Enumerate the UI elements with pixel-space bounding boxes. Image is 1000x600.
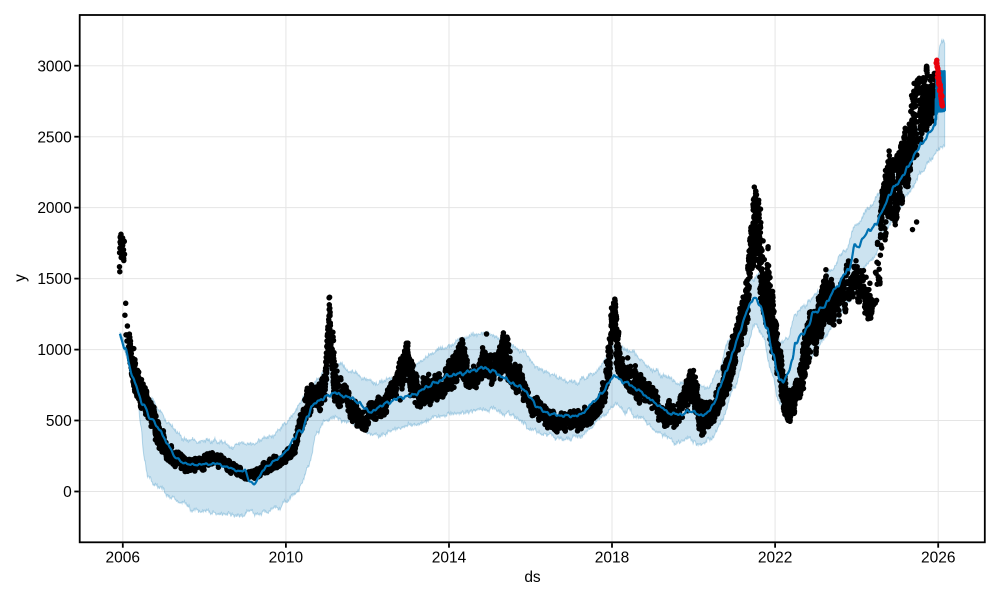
svg-text:2000: 2000: [37, 200, 72, 217]
svg-text:1500: 1500: [37, 271, 72, 288]
svg-text:2006: 2006: [106, 549, 140, 566]
svg-text:2500: 2500: [37, 129, 72, 146]
svg-text:ds: ds: [524, 569, 541, 586]
svg-text:y: y: [12, 274, 29, 282]
svg-text:500: 500: [46, 413, 72, 430]
svg-text:0: 0: [63, 484, 72, 501]
svg-text:1000: 1000: [37, 342, 72, 359]
svg-text:2010: 2010: [269, 549, 304, 566]
svg-text:2022: 2022: [758, 549, 792, 566]
svg-text:3000: 3000: [37, 58, 72, 75]
svg-text:2014: 2014: [432, 549, 467, 566]
svg-text:2018: 2018: [595, 549, 629, 566]
svg-text:2026: 2026: [921, 549, 955, 566]
